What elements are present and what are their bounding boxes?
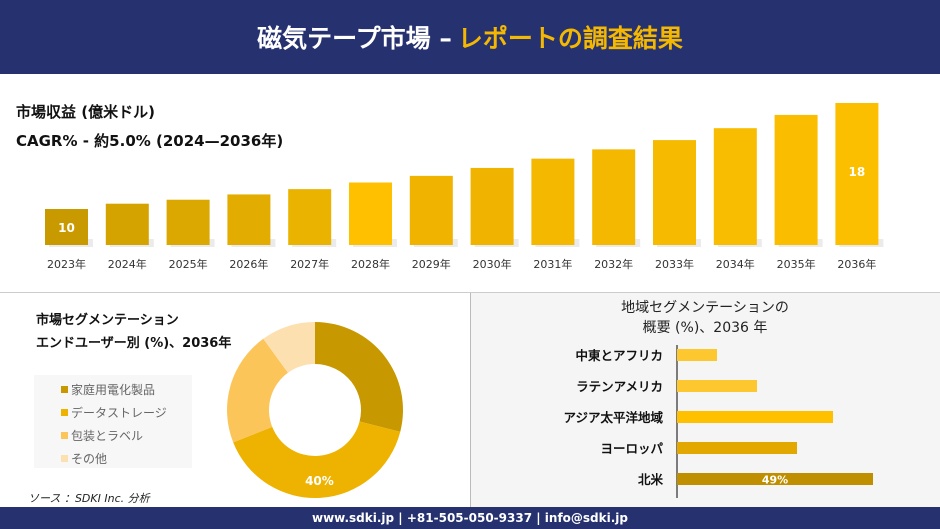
footer-contact: www.sdki.jp | +81-505-050-9337 | info@sd…	[0, 507, 940, 529]
legend-label: 包装とラベル	[71, 429, 144, 443]
donut-legend: 家庭用電化製品 データストレージ 包装とラベル その他	[34, 375, 192, 468]
segment-subtitle: エンドユーザー別 (%)、2036年	[36, 336, 232, 351]
bar-2031年	[531, 158, 575, 245]
legend-item: データストレージ	[61, 401, 192, 424]
bar-2026年	[227, 194, 271, 245]
donut-slice-3	[263, 322, 315, 373]
bar-2027年	[288, 189, 332, 245]
x-tick-label: 2031年	[533, 257, 572, 271]
x-tick-label: 2032年	[594, 257, 633, 271]
y-tick-label: ラテンアメリカ	[576, 379, 663, 394]
x-tick-label: 2035年	[777, 257, 816, 271]
revenue-chart-title: 市場収益 (億米ドル)	[16, 103, 155, 121]
legend-swatch	[61, 455, 68, 462]
y-tick-label: アジア太平洋地域	[563, 410, 663, 425]
bar-2036年	[835, 103, 879, 245]
legend-label: 家庭用電化製品	[71, 383, 156, 397]
bar-ヨーロッパ	[677, 442, 797, 454]
x-tick-label: 2030年	[473, 257, 512, 271]
x-tick-label: 2023年	[47, 257, 86, 271]
x-tick-label: 2033年	[655, 257, 694, 271]
bar-北米	[677, 473, 873, 485]
region-chart-subtitle: 概要 (%)、2036 年	[642, 320, 768, 336]
donut-slice-1	[233, 421, 401, 498]
region-panel	[470, 293, 940, 507]
donut-slice-2	[227, 338, 288, 443]
data-label: 10	[58, 221, 75, 235]
bar-2032年	[592, 149, 636, 245]
bar-2029年	[409, 175, 453, 245]
y-tick-label: ヨーロッパ	[600, 441, 663, 456]
donut-slice-0	[315, 322, 403, 432]
end-user-donut-chart: 40%	[227, 322, 403, 498]
bar-2034年	[713, 128, 757, 245]
page-title: 磁気テープ市場 –	[257, 24, 452, 53]
bar-2024年	[105, 203, 149, 245]
bar-2035年	[774, 114, 818, 245]
bar-ラテンアメリカ	[677, 380, 757, 392]
legend-label: その他	[71, 452, 108, 466]
revenue-chart-subtitle: CAGR% - 約5.0% (2024—2036年)	[16, 132, 284, 150]
x-tick-label: 2029年	[412, 257, 451, 271]
section-divider	[0, 292, 940, 293]
x-tick-label: 2028年	[351, 257, 390, 271]
x-tick-label: 2024年	[108, 257, 147, 271]
header-banner: 磁気テープ市場 – レポートの調査結果	[0, 0, 940, 74]
x-tick-label: 2034年	[716, 257, 755, 271]
segment-title: 市場セグメンテーション	[36, 313, 179, 328]
bar-2030年	[470, 167, 514, 245]
bar-2028年	[349, 182, 392, 245]
x-tick-label: 2027年	[290, 257, 329, 271]
data-label: 18	[849, 165, 866, 179]
data-label: 40%	[305, 474, 334, 488]
legend-label: データストレージ	[71, 406, 167, 420]
x-tick-label: 2036年	[837, 257, 876, 271]
bar-アジア太平洋地域	[677, 411, 833, 423]
legend-item: その他	[61, 447, 192, 470]
legend-swatch	[61, 386, 68, 393]
bar-2025年	[166, 199, 210, 245]
legend-item: 包装とラベル	[61, 424, 192, 447]
y-tick-label: 中東とアフリカ	[575, 348, 663, 363]
x-tick-label: 2026年	[229, 257, 268, 271]
legend-item: 家庭用電化製品	[61, 378, 192, 401]
page-title-accent: レポートの調査結果	[457, 24, 683, 53]
bar-中東とアフリカ	[677, 349, 717, 361]
bar-2023年	[45, 209, 88, 245]
revenue-bar-chart: 2023年 10 2024年 2025年 2026年 2027年 2028年 2029年 203…	[45, 103, 884, 271]
region-chart-title: 地域セグメンテーションの	[621, 300, 789, 316]
legend-swatch	[61, 432, 68, 439]
bar-2033年	[653, 140, 696, 245]
data-label: 49%	[762, 474, 788, 487]
legend-swatch	[61, 409, 68, 416]
x-tick-label: 2025年	[169, 257, 208, 271]
y-tick-label: 北米	[638, 472, 664, 487]
source-note: ソース ：SDKI Inc. 分析	[28, 492, 150, 505]
